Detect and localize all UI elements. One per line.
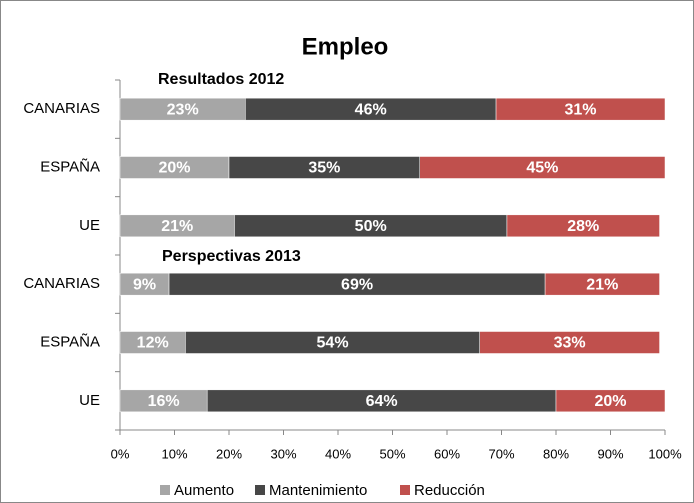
data-label: 16% — [148, 393, 180, 410]
x-tick-label: 20% — [216, 446, 242, 461]
x-tick-label: 0% — [111, 446, 130, 461]
data-label: 21% — [161, 218, 193, 235]
bar-segment — [479, 331, 660, 354]
x-tick-label: 10% — [161, 446, 187, 461]
x-tick-label: 90% — [597, 446, 623, 461]
data-label: 20% — [594, 393, 626, 410]
data-label: 21% — [586, 276, 618, 293]
data-label: 20% — [158, 160, 190, 177]
y-tick-label: UE — [79, 392, 100, 409]
bar-segment — [495, 97, 666, 121]
chart-title: Empleo — [302, 33, 389, 60]
x-tick-label: 100% — [648, 446, 682, 461]
x-tick-label: 40% — [325, 446, 351, 461]
x-tick-label: 50% — [379, 446, 405, 461]
legend-swatch — [400, 485, 410, 495]
bar-segment — [544, 272, 660, 296]
bar-segment — [555, 389, 666, 413]
bar-segment — [506, 214, 660, 238]
annotation: Perspectivas 2013 — [162, 248, 301, 265]
x-tick-label: 30% — [270, 446, 296, 461]
y-tick-label: ESPAÑA — [40, 158, 100, 175]
x-tick-label: 70% — [488, 446, 514, 461]
data-label: 28% — [567, 218, 599, 235]
data-label: 23% — [167, 101, 199, 118]
data-label: 50% — [355, 218, 387, 235]
data-label: 35% — [308, 160, 340, 177]
x-tick-label: 60% — [434, 446, 460, 461]
legend-label: Reducción — [414, 482, 485, 499]
data-label: 64% — [366, 393, 398, 410]
data-label: 46% — [355, 101, 387, 118]
bar-segment — [419, 156, 666, 179]
x-tick-label: 80% — [543, 446, 569, 461]
data-label: 45% — [526, 160, 558, 177]
data-label: 54% — [317, 335, 349, 352]
legend-swatch — [160, 485, 170, 495]
y-tick-label: CANARIAS — [23, 100, 100, 117]
legend-swatch — [255, 485, 265, 495]
data-label: 31% — [565, 101, 597, 118]
y-tick-label: UE — [79, 217, 100, 234]
legend-label: Mantenimiento — [269, 482, 367, 499]
legend-label: Aumento — [174, 482, 234, 499]
annotation: Resultados 2012 — [158, 71, 284, 88]
data-label: 33% — [554, 335, 586, 352]
data-label: 69% — [341, 276, 373, 293]
data-label: 9% — [133, 276, 156, 293]
y-tick-label: CANARIAS — [23, 275, 100, 292]
data-label: 12% — [137, 335, 169, 352]
y-tick-label: ESPAÑA — [40, 333, 100, 350]
